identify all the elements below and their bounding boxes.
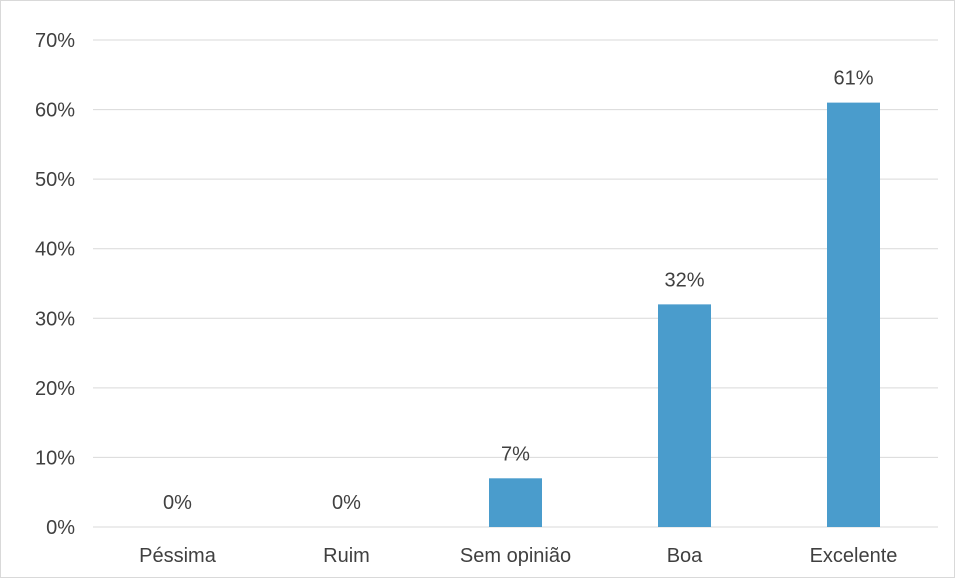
y-axis-tick-labels: 0% 10% 20% 30% 40% 50% 60% 70% bbox=[35, 30, 75, 539]
data-label: 0% bbox=[163, 492, 192, 514]
x-category-label: Ruim bbox=[323, 545, 370, 567]
x-category-label: Péssima bbox=[139, 545, 217, 567]
data-label: 7% bbox=[501, 443, 530, 465]
data-labels: 0% 0% 7% 32% 61% bbox=[163, 68, 874, 514]
bar bbox=[489, 478, 542, 527]
y-tick-label: 20% bbox=[35, 378, 75, 400]
y-tick-label: 40% bbox=[35, 239, 75, 261]
data-label: 0% bbox=[332, 492, 361, 514]
gridlines bbox=[93, 39, 938, 528]
y-tick-label: 30% bbox=[35, 308, 75, 330]
bars bbox=[489, 102, 880, 527]
bar bbox=[658, 304, 711, 527]
bar bbox=[827, 102, 880, 527]
y-tick-label: 10% bbox=[35, 447, 75, 469]
data-label: 32% bbox=[664, 269, 704, 291]
y-tick-label: 50% bbox=[35, 169, 75, 191]
x-axis-category-labels: Péssima Ruim Sem opinião Boa Excelente bbox=[139, 545, 897, 567]
y-tick-label: 0% bbox=[46, 517, 75, 539]
x-category-label: Sem opinião bbox=[460, 545, 571, 567]
y-tick-label: 60% bbox=[35, 100, 75, 122]
x-category-label: Boa bbox=[667, 545, 703, 567]
y-tick-label: 70% bbox=[35, 30, 75, 52]
data-label: 61% bbox=[833, 68, 873, 90]
x-category-label: Excelente bbox=[810, 545, 898, 567]
